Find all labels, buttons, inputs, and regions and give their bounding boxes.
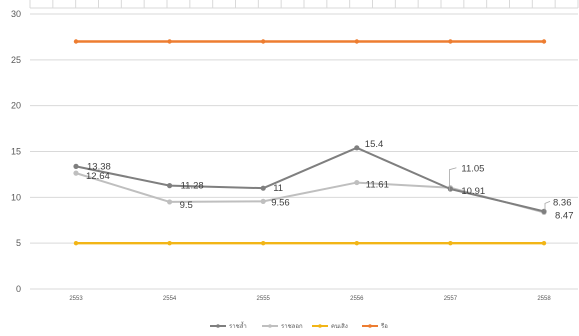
legend-marker: [216, 324, 220, 328]
data-labels: 13.38 11.28 11 15.4 10.91 8.47 12.64 9.5 9.56 11.…: [86, 139, 574, 222]
series-line: [75, 146, 545, 213]
data-point: [73, 39, 79, 44]
data-point: [354, 179, 360, 186]
data-point: [260, 185, 266, 191]
data-point: [447, 186, 453, 192]
data-point: [354, 39, 359, 44]
gridlines: [29, 0, 579, 290]
data-label: 15.4: [365, 139, 384, 150]
data-label: 11.61: [366, 180, 389, 191]
x-tick-label: 2553: [69, 296, 83, 302]
legend-marker: [368, 324, 372, 328]
legend-label: คนเสิง: [331, 323, 348, 330]
series-3: [73, 39, 547, 44]
x-tick-label: 2557: [444, 296, 458, 302]
series-2: [73, 240, 547, 246]
legend-marker: [268, 324, 272, 328]
data-point: [541, 208, 547, 214]
legend-item: รือ: [362, 322, 388, 330]
data-point: [167, 199, 173, 205]
data-point: [261, 39, 266, 44]
data-label: 9.56: [271, 197, 290, 208]
data-label: 9.5: [180, 200, 193, 211]
x-axis: 2553 2554 2555 2556 2557 2558: [69, 296, 551, 302]
x-tick-label: 2554: [163, 296, 177, 302]
data-point: [167, 39, 172, 44]
series-0: [73, 145, 547, 214]
y-axis: 0 5 10 15 20 25 30: [11, 9, 21, 294]
data-point: [260, 198, 266, 204]
legend-label: ราชล้ำ: [229, 320, 247, 330]
y-tick-label: 25: [11, 55, 21, 65]
y-tick-label: 15: [11, 147, 21, 157]
legend-item: ราชลอก: [262, 323, 303, 330]
legend-item: ราชล้ำ: [210, 320, 247, 330]
data-point: [354, 145, 360, 151]
data-label: 11.28: [181, 181, 204, 192]
legend: ราชล้ำ ราชลอก คนเสิง รือ: [210, 320, 388, 330]
legend-label: ราชลอก: [281, 323, 303, 330]
legend-item: คนเสิง: [312, 323, 348, 330]
data-label: 11: [273, 183, 283, 194]
legend-marker: [318, 324, 322, 328]
series-lines: [73, 39, 547, 246]
label-leader-line: [544, 200, 551, 211]
x-tick-label: 2555: [257, 296, 271, 302]
data-label: 8.47: [555, 210, 574, 221]
data-label: 13.38: [87, 161, 111, 172]
data-point: [541, 39, 547, 44]
data-point: [167, 183, 173, 189]
y-tick-label: 5: [16, 238, 21, 248]
data-point: [73, 240, 79, 246]
data-point: [354, 240, 359, 246]
data-label: 12.64: [86, 171, 110, 182]
data-point: [167, 240, 172, 246]
data-point: [541, 240, 547, 246]
x-tick-label: 2558: [537, 296, 551, 302]
data-point: [73, 170, 79, 176]
y-tick-label: 30: [11, 9, 21, 19]
label-leader-line: [449, 167, 457, 191]
y-tick-label: 10: [11, 192, 21, 202]
data-point: [448, 39, 453, 44]
y-tick-label: 0: [16, 284, 21, 294]
data-label: 8.36: [553, 197, 572, 208]
data-point: [448, 240, 453, 246]
y-tick-label: 20: [11, 101, 21, 111]
x-tick-label: 2556: [350, 296, 364, 302]
data-label: 10.91: [461, 186, 485, 197]
data-point: [261, 240, 266, 246]
legend-label: รือ: [380, 322, 388, 330]
data-label: 11.05: [461, 164, 484, 175]
data-point: [73, 163, 79, 169]
